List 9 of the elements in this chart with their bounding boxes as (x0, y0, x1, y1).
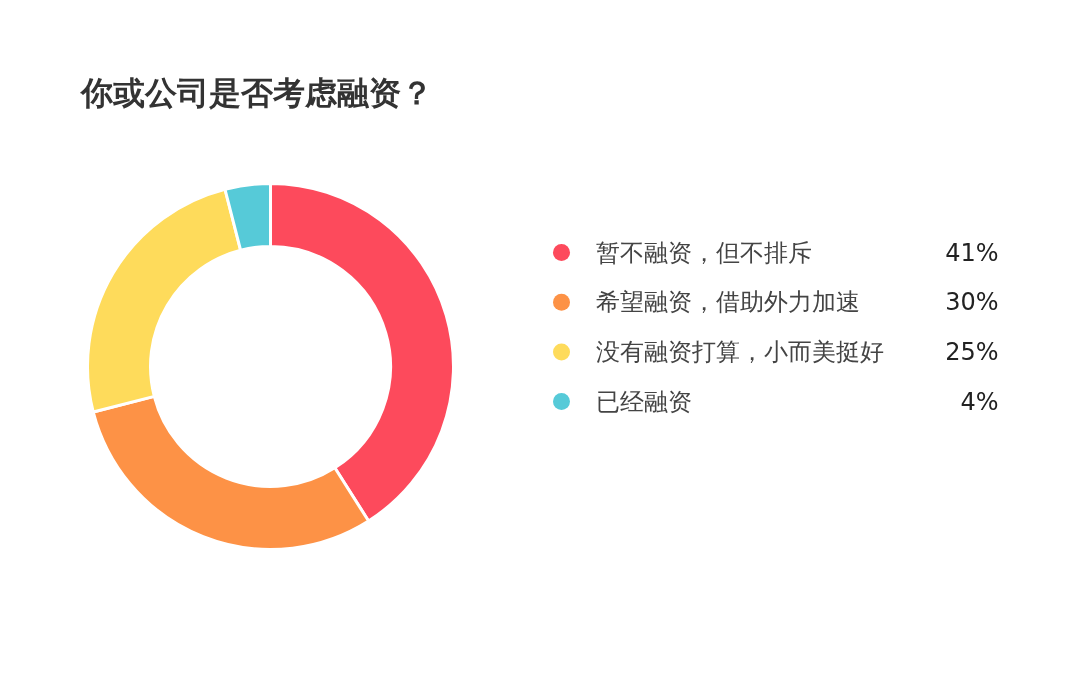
legend-label: 希望融资，借助外力加速 (595, 288, 860, 317)
legend-label: 暂不融资，但不排斥 (595, 238, 812, 267)
legend-label: 没有融资打算，小而美挺好 (595, 337, 884, 366)
data-label: 25% (945, 337, 999, 366)
chart-title: 你或公司是否考虑融资？ (78, 73, 433, 112)
data-label: 41% (945, 238, 999, 267)
legend-label: 已经融资 (595, 387, 692, 416)
data-label: 30% (945, 288, 999, 317)
data-label: 4% (960, 387, 999, 416)
